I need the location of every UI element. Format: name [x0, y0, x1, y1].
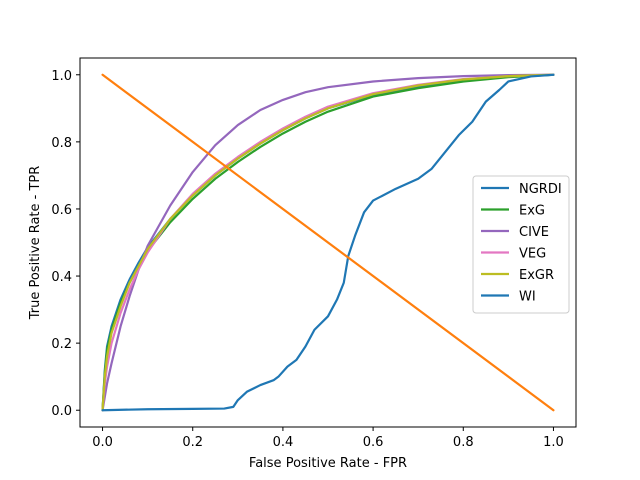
- x-axis-ticks: 0.0 0.2 0.4 0.6 0.8 1.0: [92, 427, 564, 450]
- y-tick-label: 0.4: [51, 270, 72, 285]
- x-axis-label: False Positive Rate - FPR: [249, 456, 407, 471]
- y-tick-label: 0.0: [51, 404, 72, 419]
- y-tick-label: 0.2: [51, 337, 72, 352]
- series-line-wi: [101, 73, 555, 412]
- legend-label: CIVE: [519, 225, 549, 240]
- y-tick-label: 1.0: [51, 69, 72, 84]
- legend-label: VEG: [519, 247, 546, 262]
- x-tick-label: 0.2: [182, 435, 203, 450]
- legend-label: NGRDI: [519, 182, 562, 197]
- y-axis-label: True Positive Rate - TPR: [28, 166, 43, 321]
- x-tick-label: 1.0: [543, 435, 564, 450]
- y-tick-label: 0.8: [51, 136, 72, 151]
- legend-label: ExG: [519, 204, 545, 219]
- x-tick-label: 0.4: [273, 435, 294, 450]
- y-axis-ticks: 0.0 0.2 0.4 0.6 0.8 1.0: [51, 69, 80, 419]
- series-line-diagonal: [101, 73, 555, 412]
- legend-label: ExGR: [519, 268, 554, 283]
- series-lines: [101, 73, 555, 412]
- x-tick-label: 0.6: [363, 435, 384, 450]
- x-tick-label: 0.8: [453, 435, 474, 450]
- plot-frame: [79, 57, 577, 428]
- legend: NGRDI ExG CIVE VEG ExGR WI: [472, 175, 570, 314]
- legend-label: WI: [519, 290, 536, 305]
- series-line-exgr: [101, 73, 555, 412]
- y-tick-label: 0.6: [51, 203, 72, 218]
- series-line-cive: [101, 73, 555, 412]
- x-tick-label: 0.0: [92, 435, 113, 450]
